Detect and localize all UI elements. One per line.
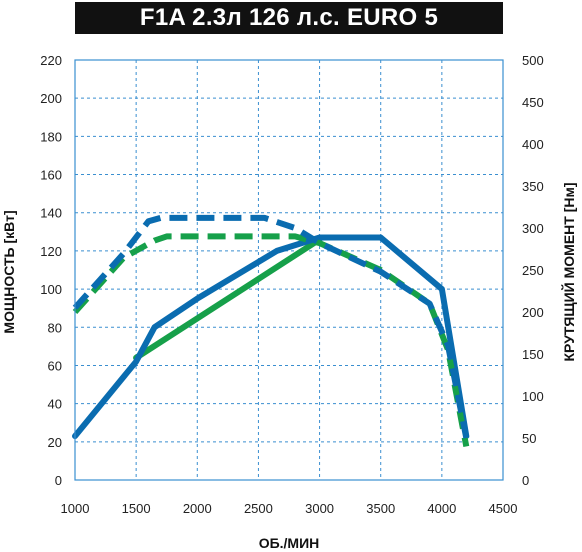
y-left-tick-label: 20 [48, 435, 62, 450]
y-right-tick-label: 50 [522, 431, 536, 446]
series-layer [72, 214, 470, 447]
x-tick-label: 4000 [427, 501, 456, 516]
power-series-1 [72, 234, 470, 440]
plot-frame [74, 59, 504, 481]
y-left-tick-label: 60 [48, 358, 62, 373]
y-left-tick-label: 160 [40, 168, 62, 183]
y-right-tick-label: 150 [522, 347, 544, 362]
y-right-tick-label: 350 [522, 179, 544, 194]
y-right-tick-label: 250 [522, 263, 544, 278]
x-tick-label: 2000 [183, 501, 212, 516]
y-right-tick-label: 100 [522, 389, 544, 404]
y-left-tick-label: 80 [48, 320, 62, 335]
y-right-tick-label: 300 [522, 221, 544, 236]
x-axis-label: ОБ./МИН [259, 535, 320, 551]
grid [75, 60, 503, 480]
power-series-0 [133, 236, 323, 361]
chart-title: F1A 2.3л 126 л.с. EURO 5 [75, 2, 503, 34]
torque-series-2 [72, 233, 470, 447]
y-right-tick-label: 200 [522, 305, 544, 320]
y-left-tick-label: 120 [40, 244, 62, 259]
y-right-tick-label: 400 [522, 137, 544, 152]
y-left-tick-label: 0 [55, 473, 62, 488]
x-tick-label: 2500 [244, 501, 273, 516]
y-left-axis-label: МОЩНОСТЬ [кВт] [1, 210, 17, 333]
y-right-tick-labels: 0 50 100 150 200 250 300 350 400 450 500 [522, 53, 544, 488]
y-left-tick-label: 40 [48, 397, 62, 412]
y-right-tick-label: 0 [522, 473, 529, 488]
x-tick-label: 1000 [61, 501, 90, 516]
y-right-tick-label: 500 [522, 53, 544, 68]
x-tick-label: 4500 [489, 501, 518, 516]
torque-series-3 [72, 214, 470, 439]
x-tick-label: 3500 [366, 501, 395, 516]
x-tick-label: 1500 [122, 501, 151, 516]
y-left-tick-label: 200 [40, 91, 62, 106]
y-left-tick-label: 220 [40, 53, 62, 68]
x-tick-label: 3000 [305, 501, 334, 516]
y-left-tick-label: 140 [40, 206, 62, 221]
y-left-tick-label: 100 [40, 282, 62, 297]
y-left-tick-label: 180 [40, 129, 62, 144]
y-right-axis-label: КРУТЯЩИЙ МОМЕНТ [Нм] [560, 182, 577, 361]
y-right-tick-label: 450 [522, 95, 544, 110]
y-left-tick-labels: 0 20 40 60 80 100 120 140 160 180 200 220 [40, 53, 62, 488]
x-tick-labels: 1000 1500 2000 2500 3000 3500 4000 4500 [61, 501, 518, 516]
